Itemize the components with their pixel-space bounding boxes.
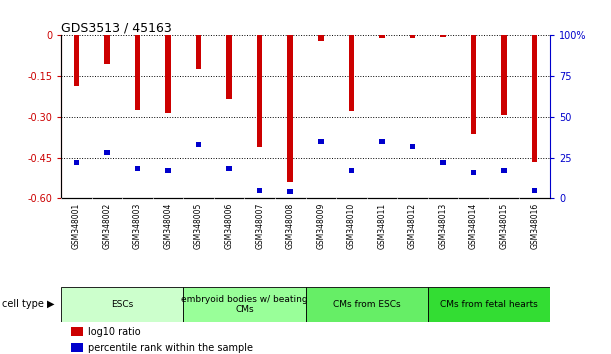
Text: percentile rank within the sample: percentile rank within the sample <box>88 343 253 353</box>
Bar <box>183 287 306 322</box>
Bar <box>428 287 550 322</box>
Text: CMs from fetal hearts: CMs from fetal hearts <box>440 300 538 309</box>
Bar <box>348 168 354 173</box>
Bar <box>226 166 232 171</box>
Bar <box>470 170 477 175</box>
Bar <box>196 35 201 69</box>
Bar <box>165 35 170 113</box>
Bar <box>165 168 170 173</box>
Bar <box>71 327 83 336</box>
Bar <box>196 142 201 147</box>
Text: GSM348001: GSM348001 <box>72 202 81 249</box>
Bar <box>257 188 262 193</box>
Text: ESCs: ESCs <box>111 300 133 309</box>
Bar <box>470 35 477 135</box>
Bar <box>306 287 428 322</box>
Text: GSM348003: GSM348003 <box>133 202 142 249</box>
Bar <box>409 35 415 38</box>
Bar <box>288 35 293 182</box>
Bar <box>61 287 183 322</box>
Bar <box>257 35 262 147</box>
Bar <box>532 188 538 193</box>
Bar <box>440 160 445 165</box>
Text: GSM348012: GSM348012 <box>408 202 417 249</box>
Text: GSM348008: GSM348008 <box>286 202 295 249</box>
Bar <box>134 35 140 110</box>
Bar <box>501 168 507 173</box>
Bar <box>74 160 79 165</box>
Text: GSM348005: GSM348005 <box>194 202 203 249</box>
Bar <box>74 35 79 86</box>
Text: GSM348004: GSM348004 <box>164 202 172 249</box>
Bar <box>532 35 538 162</box>
Bar <box>348 35 354 112</box>
Bar <box>379 139 385 144</box>
Text: GSM348007: GSM348007 <box>255 202 264 249</box>
Text: GDS3513 / 45163: GDS3513 / 45163 <box>61 21 172 34</box>
Text: GSM348014: GSM348014 <box>469 202 478 249</box>
Text: GSM348016: GSM348016 <box>530 202 539 249</box>
Bar <box>379 35 385 38</box>
Bar <box>104 150 110 155</box>
Bar <box>318 35 323 41</box>
Bar <box>71 343 83 353</box>
Bar <box>226 35 232 99</box>
Bar <box>501 35 507 115</box>
Bar <box>318 139 323 144</box>
Bar <box>288 189 293 194</box>
Text: cell type ▶: cell type ▶ <box>2 299 55 309</box>
Bar <box>440 35 445 37</box>
Text: GSM348013: GSM348013 <box>439 202 447 249</box>
Text: log10 ratio: log10 ratio <box>88 327 141 337</box>
Text: GSM348015: GSM348015 <box>500 202 508 249</box>
Text: CMs from ESCs: CMs from ESCs <box>333 300 400 309</box>
Text: GSM348009: GSM348009 <box>316 202 325 249</box>
Text: GSM348010: GSM348010 <box>347 202 356 249</box>
Text: GSM348011: GSM348011 <box>378 202 386 249</box>
Text: embryoid bodies w/ beating
CMs: embryoid bodies w/ beating CMs <box>181 295 308 314</box>
Bar <box>409 144 415 149</box>
Bar <box>134 166 140 171</box>
Text: GSM348006: GSM348006 <box>225 202 233 249</box>
Bar <box>104 35 110 64</box>
Text: GSM348002: GSM348002 <box>103 202 111 249</box>
